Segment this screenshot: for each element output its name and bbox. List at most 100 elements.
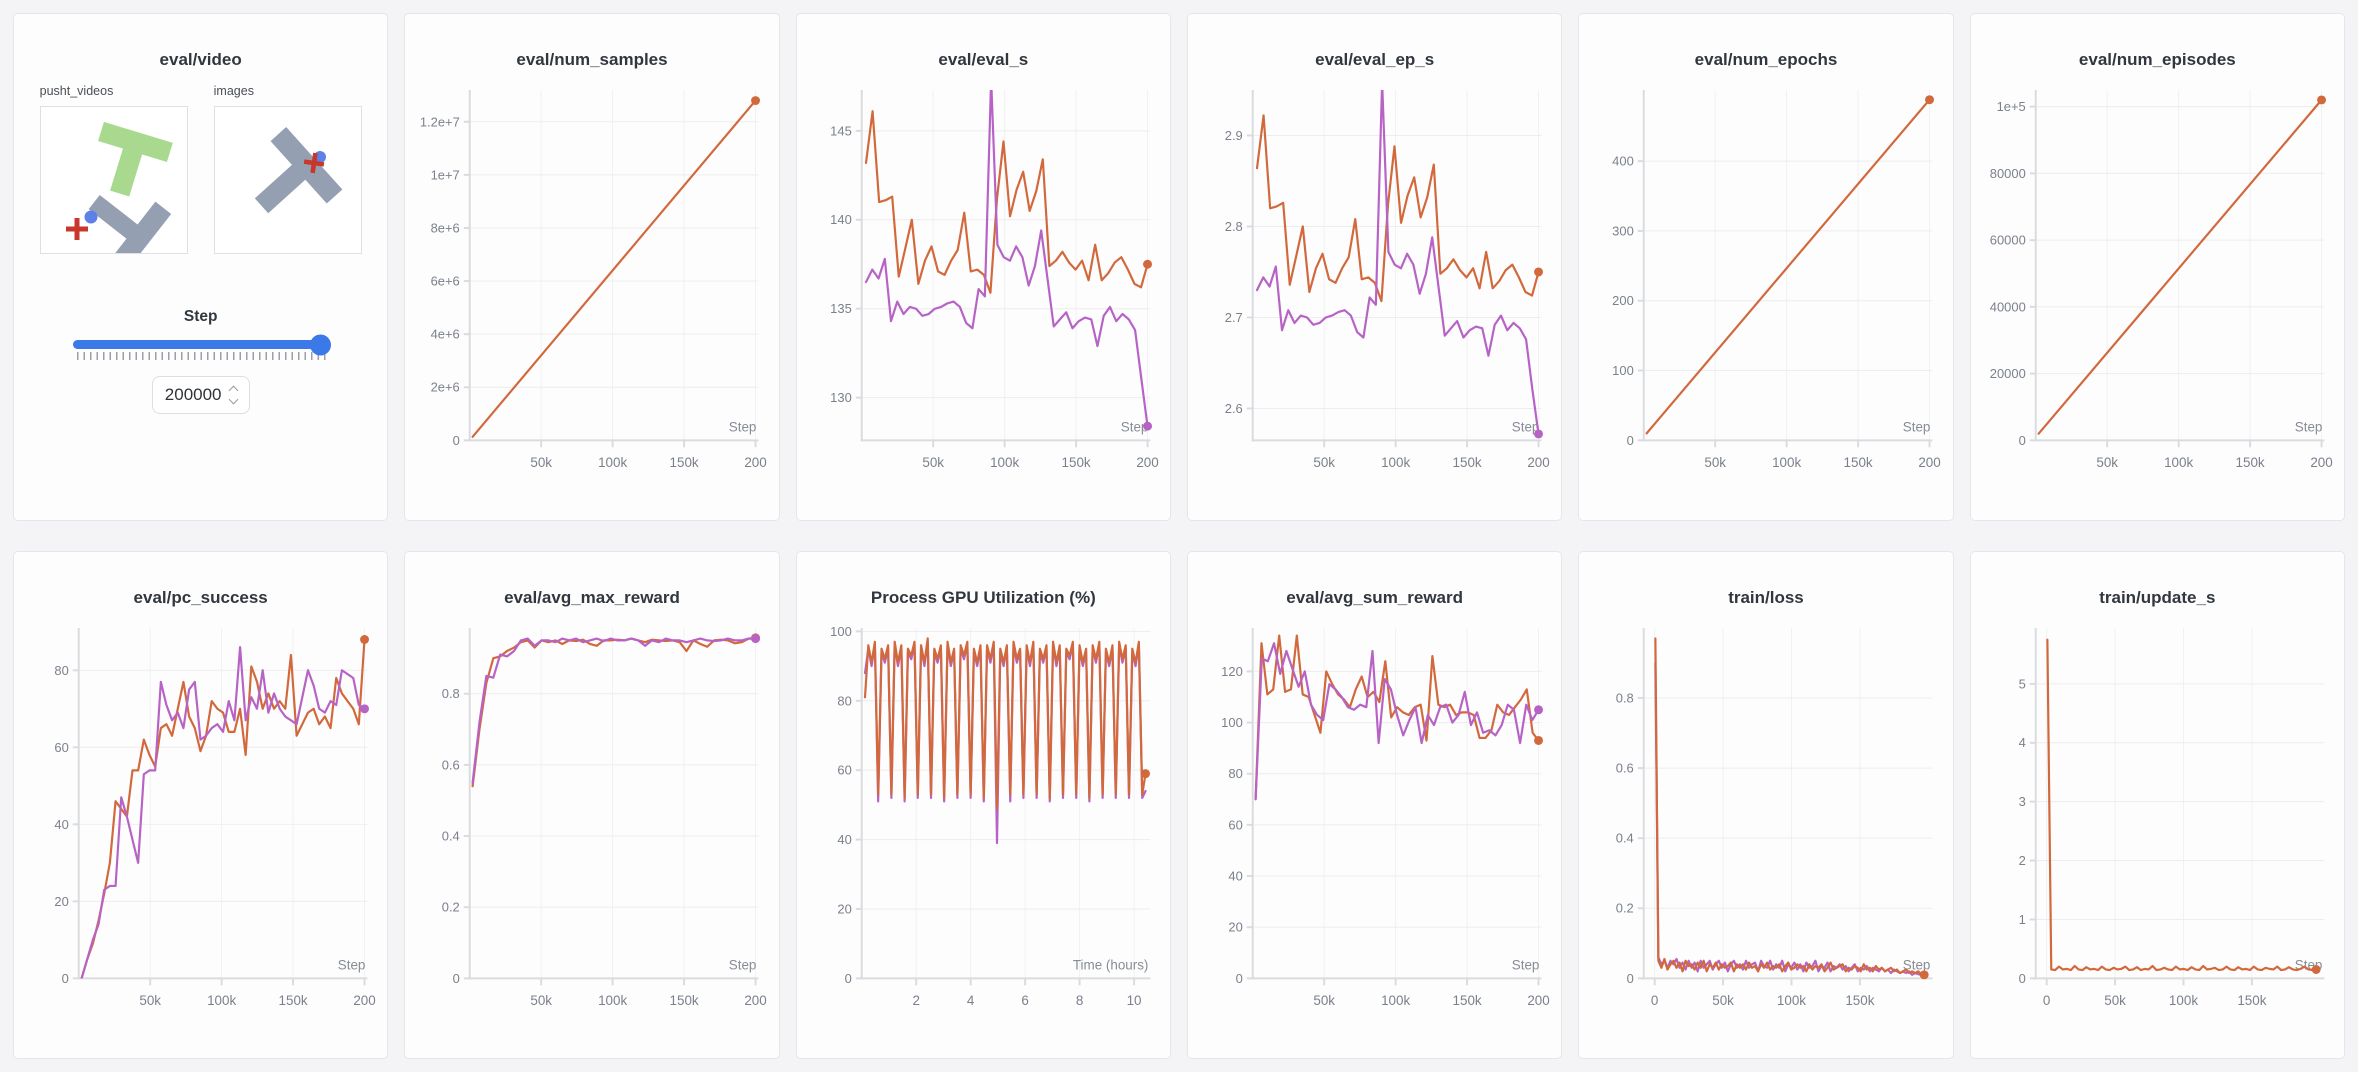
y-tick-label: 0 xyxy=(453,433,460,448)
pusht-videos-thumbnail[interactable] xyxy=(39,106,188,254)
y-tick-label: 5 xyxy=(2018,676,2025,691)
y-tick-label: 1 xyxy=(2018,912,2025,927)
y-tick-label: 40 xyxy=(54,817,68,832)
y-tick-label: 20 xyxy=(837,901,851,916)
eval-avg-sum-reward-chart[interactable]: 0 20 40 60 80 100 120 50k 100k 150k 200 Step xyxy=(1193,616,1556,1038)
series-purple-line xyxy=(1255,89,1540,436)
x-tick-label: 150k xyxy=(2235,455,2264,470)
images-thumbnail[interactable] xyxy=(213,106,362,254)
x-tick-label: 200 xyxy=(1136,455,1158,470)
x-tick-label: 2 xyxy=(912,993,919,1008)
series-orange-line xyxy=(1254,634,1540,801)
series-orange-line xyxy=(1645,98,1931,435)
x-tick-label: 100k xyxy=(207,993,236,1008)
y-tick-label: 0.6 xyxy=(442,757,460,772)
x-tick-label: 100k xyxy=(2169,993,2198,1008)
series-orange-end-dot xyxy=(1920,970,1929,980)
target-cross xyxy=(303,152,324,174)
x-tick-label: 100k xyxy=(1381,993,1410,1008)
y-tick-label: 20000 xyxy=(1989,366,2025,381)
series-purple-end-dot xyxy=(1534,429,1544,439)
panel-title: eval/num_epochs xyxy=(1694,50,1838,69)
y-tick-label: 145 xyxy=(830,123,852,138)
step-input[interactable]: 200000 xyxy=(151,376,250,414)
y-tick-label: 100 xyxy=(1613,363,1635,378)
eval-avg-max-reward-chart[interactable]: 0 0.2 0.4 0.6 0.8 50k 100k 150k 200 Step xyxy=(410,616,773,1038)
y-tick-label: 4e+6 xyxy=(431,327,460,342)
series-orange-line xyxy=(80,638,366,979)
y-tick-label: 0 xyxy=(1627,433,1634,448)
y-tick-label: 2.9 xyxy=(1225,128,1243,143)
y-tick-label: 2e+6 xyxy=(431,380,460,395)
panel-title: train/loss xyxy=(1728,588,1804,607)
gpu-utilization-chart[interactable]: 0 20 40 60 80 100 2 4 6 8 10 Time (hours) xyxy=(802,616,1165,1038)
series-purple-end-dot xyxy=(751,634,761,644)
x-tick-label: 150k xyxy=(1846,993,1875,1008)
y-tick-label: 0 xyxy=(844,971,851,986)
x-axis-label: Step xyxy=(1512,957,1540,972)
decrement-icon[interactable] xyxy=(228,394,238,405)
media-body: pusht_videos xyxy=(19,78,382,414)
panel-gpu-utilization: Process GPU Utilization (%) 0 20 40 60 80 100… xyxy=(795,551,1171,1059)
y-tick-label: 80000 xyxy=(1989,166,2025,181)
eval-eval-s-chart[interactable]: 130 135 140 145 50k 100k 150k 200 Step xyxy=(802,78,1165,500)
media-row: pusht_videos xyxy=(39,84,362,254)
series-purple-line xyxy=(80,646,366,979)
series-orange-line xyxy=(2045,638,2317,972)
step-input-value[interactable]: 200000 xyxy=(164,385,222,404)
y-tick-label: 0.2 xyxy=(442,900,460,915)
series-orange-end-dot xyxy=(2316,95,2326,105)
step-slider[interactable] xyxy=(72,334,331,360)
eval-eval-ep-s-chart[interactable]: 2.6 2.7 2.8 2.9 50k 100k 150k 200 Step xyxy=(1193,78,1556,500)
x-tick-label: 150k xyxy=(2237,993,2266,1008)
y-tick-label: 2.7 xyxy=(1225,310,1243,325)
x-tick-label: 200 xyxy=(1527,455,1549,470)
gray-t-shape xyxy=(254,127,343,214)
series-orange-end-dot xyxy=(2311,965,2321,974)
x-tick-label: 50k xyxy=(1713,993,1735,1008)
x-tick-label: 200 xyxy=(745,993,767,1008)
step-slider-track[interactable] xyxy=(72,334,331,355)
series-orange-end-dot xyxy=(1925,95,1935,105)
y-tick-label: 1.2e+7 xyxy=(420,114,460,129)
x-tick-label: 200 xyxy=(1919,455,1941,470)
y-tick-label: 8e+6 xyxy=(431,220,460,235)
x-tick-label: 200 xyxy=(1527,993,1549,1008)
x-tick-label: 100k xyxy=(1772,455,1801,470)
y-tick-label: 0.4 xyxy=(442,829,460,844)
train-loss-chart[interactable]: 0 0.2 0.4 0.6 0.8 0 50k 100k 150k Step xyxy=(1584,616,1947,1038)
y-tick-label: 100 xyxy=(1221,715,1243,730)
series-orange-end-dot xyxy=(1534,735,1544,745)
y-tick-label: 100 xyxy=(830,624,852,639)
x-axis-label: Step xyxy=(1512,419,1540,434)
x-tick-label: 50k xyxy=(2096,455,2118,470)
y-tick-label: 0.6 xyxy=(1616,761,1634,776)
x-tick-label: 8 xyxy=(1076,993,1083,1008)
x-tick-label: 150k xyxy=(1453,455,1482,470)
media-item-images: images xyxy=(213,84,362,254)
eval-num-episodes-chart[interactable]: 0 20000 40000 60000 80000 1e+5 50k 100k 150k 200 S… xyxy=(1976,78,2339,500)
series-purple-line xyxy=(471,637,757,784)
panel-train-update-s: train/update_s 0 1 2 3 4 5 0 50k 100k 150k Step xyxy=(1969,551,2345,1059)
eval-pc-success-chart[interactable]: 0 20 40 60 80 50k 100k 150k 200 Step xyxy=(19,616,382,1038)
panel-eval-num-episodes: eval/num_episodes 0 20000 40000 60000 80000 1… xyxy=(1969,13,2345,521)
panel-title: eval/num_samples xyxy=(516,50,668,69)
y-tick-label: 1e+7 xyxy=(431,167,460,182)
x-tick-label: 100k xyxy=(1777,993,1806,1008)
y-tick-label: 60 xyxy=(1228,817,1242,832)
step-slider-thumb[interactable] xyxy=(309,334,331,355)
x-axis-label: Step xyxy=(1903,419,1931,434)
y-tick-label: 0.8 xyxy=(1616,690,1634,705)
step-slider-label: Step xyxy=(183,308,218,325)
panel-title: train/update_s xyxy=(2099,588,2216,607)
panel-eval-num-epochs: eval/num_epochs 0 100 200 300 400 50k 100k 150k… xyxy=(1578,13,1954,521)
eval-num-samples-chart[interactable]: 0 2e+6 4e+6 6e+6 8e+6 1e+7 1.2e+7 50k 100k 150k 20… xyxy=(410,78,773,500)
y-tick-label: 40 xyxy=(1228,869,1242,884)
green-t-shape xyxy=(97,121,173,197)
series-orange-end-dot xyxy=(1534,267,1544,277)
x-tick-label: 200 xyxy=(745,455,767,470)
eval-num-epochs-chart[interactable]: 0 100 200 300 400 50k 100k 150k 200 Step xyxy=(1584,78,1947,500)
panel-eval-pc-success: eval/pc_success 0 20 40 60 80 50k 100k 150k 200 S… xyxy=(13,551,389,1059)
